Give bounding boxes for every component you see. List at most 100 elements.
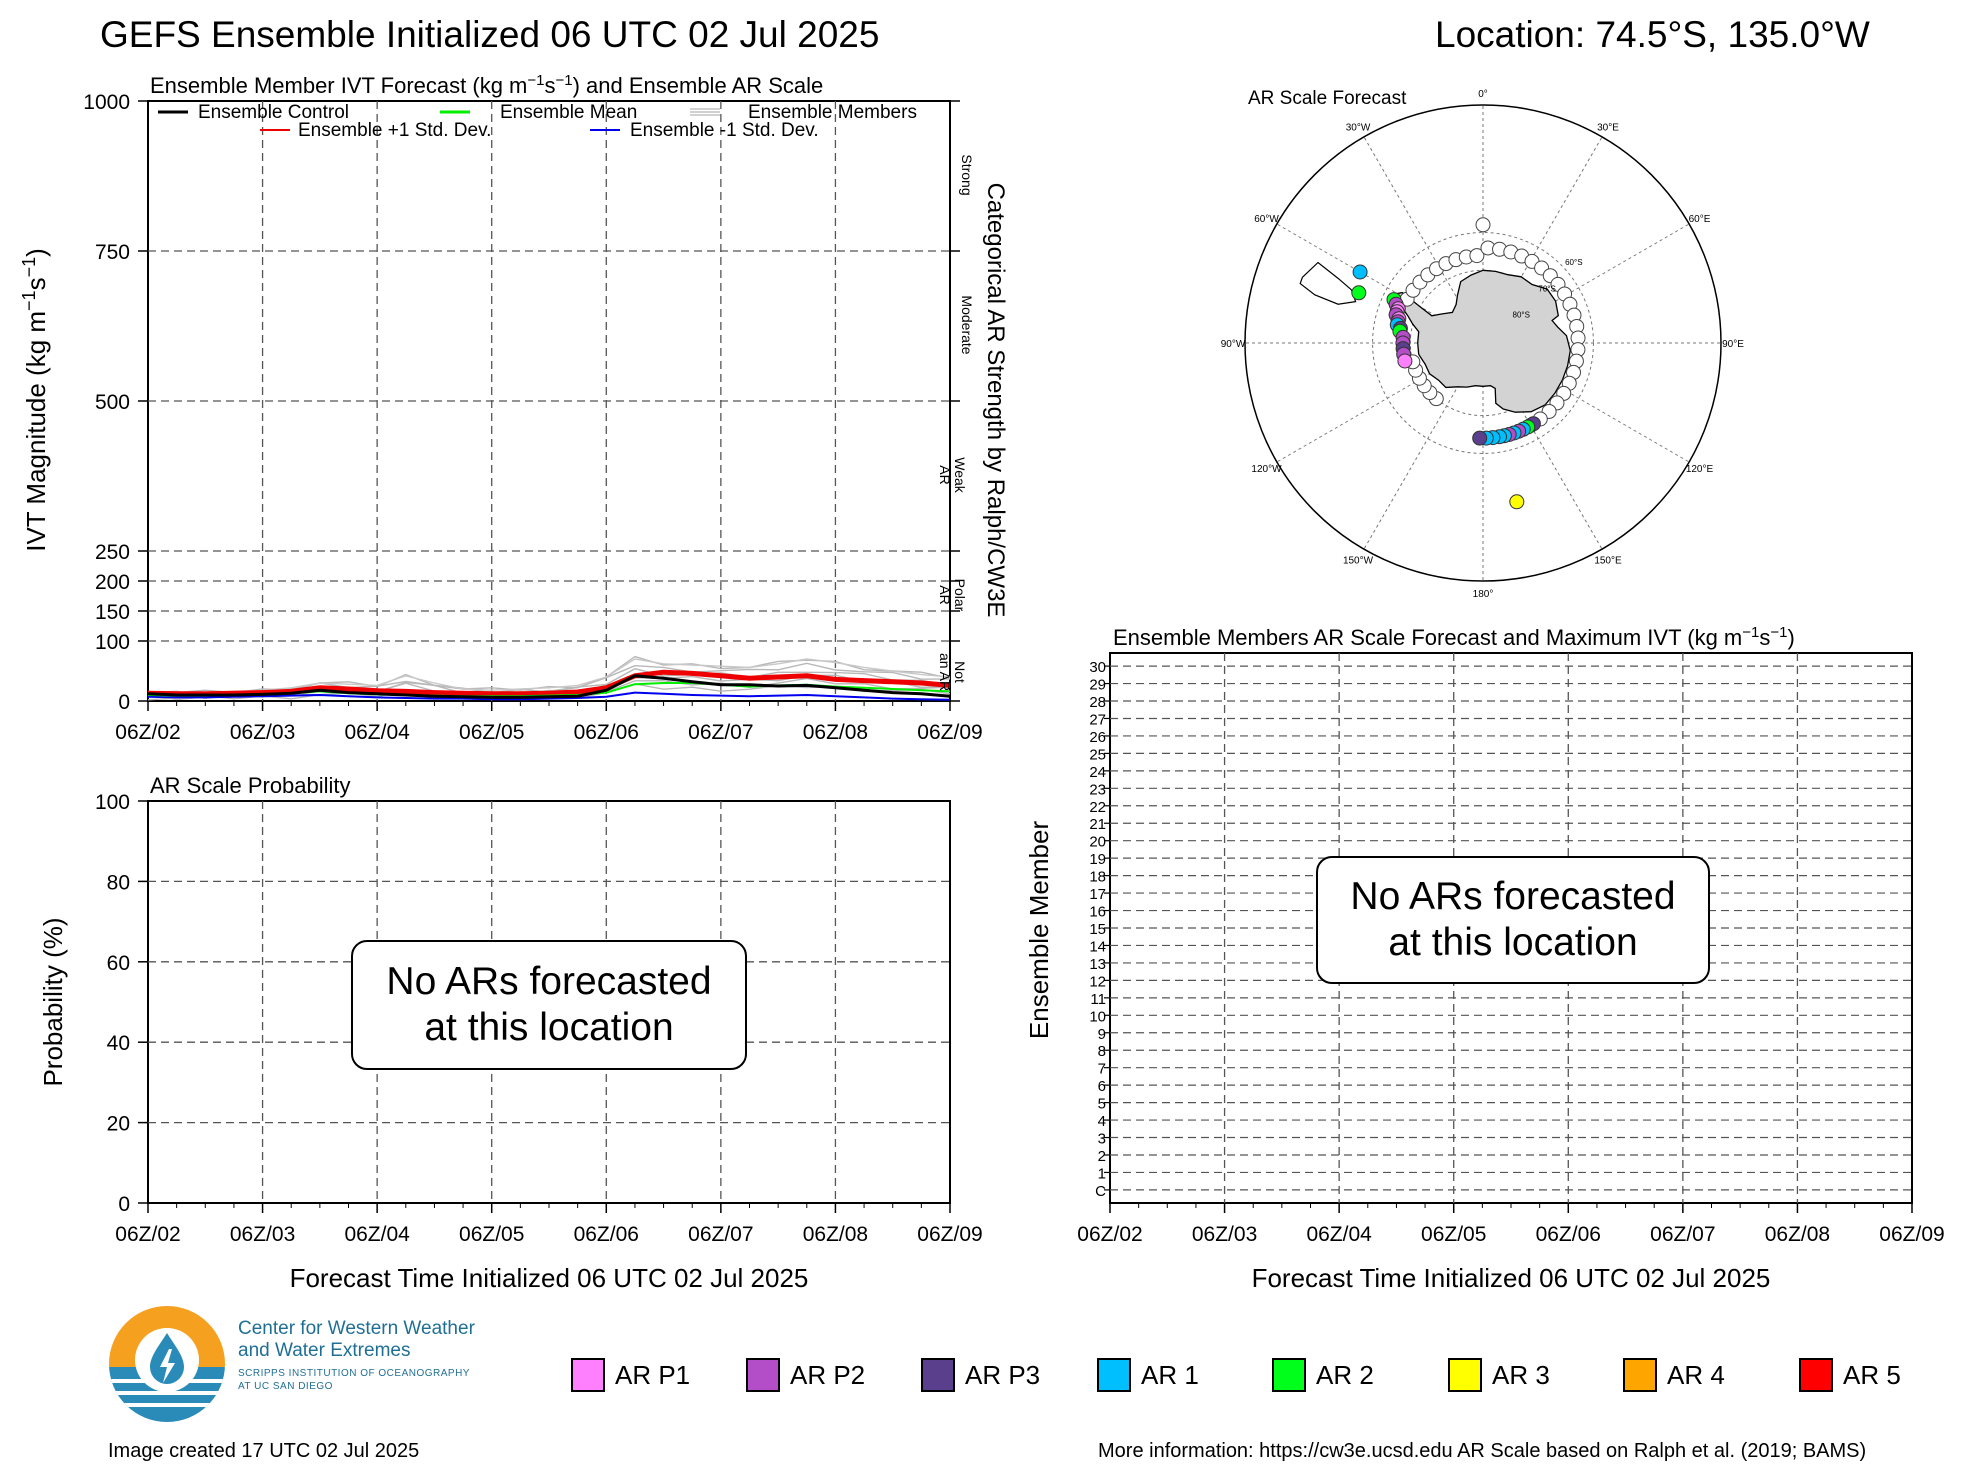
legend-label: AR P1 bbox=[615, 1359, 691, 1390]
legend-item-ar-5: AR 5 bbox=[1799, 1358, 1901, 1392]
members-ytick-label: 30 bbox=[1089, 659, 1106, 676]
logo-line4: AT UC SAN DIEGO bbox=[238, 1381, 333, 1392]
ivt-legend-mean-label: Ensemble Mean bbox=[500, 102, 637, 123]
members-ytick-label: 17 bbox=[1089, 886, 1106, 903]
map-meridian bbox=[1276, 342, 1484, 463]
ivt-category-label: Notan AR bbox=[937, 653, 968, 691]
ivt-ytick-label: 0 bbox=[118, 691, 130, 714]
members-ytick-label: 3 bbox=[1098, 1131, 1106, 1148]
ivt-series-ensemble-control bbox=[147, 674, 951, 699]
members-ytick-label: 23 bbox=[1089, 781, 1106, 798]
legend-swatch bbox=[1272, 1358, 1306, 1392]
ivt-xtick-label: 06Z/02 bbox=[115, 721, 180, 744]
location-title: Location: 74.5°S, 135.0°W bbox=[1435, 14, 1870, 55]
ivt-category-label: WeakAR bbox=[937, 457, 968, 494]
members-ytick-label: 24 bbox=[1089, 764, 1106, 781]
prob-ytick-label: 20 bbox=[107, 1113, 130, 1136]
members-ytick-label: 26 bbox=[1089, 729, 1106, 746]
ivt-right-axis-label: Categorical AR Strength by Ralph/CW3E bbox=[982, 183, 1009, 618]
antarctica-landmass bbox=[1396, 269, 1571, 413]
prob-xtick-label: 06Z/07 bbox=[688, 1223, 753, 1246]
cw3e-logo bbox=[108, 1305, 226, 1423]
members-no-ar-message: No ARs forecasted at this location bbox=[1316, 856, 1710, 984]
prob-xtick-label: 06Z/05 bbox=[459, 1223, 524, 1246]
prob-ytick-label: 40 bbox=[107, 1032, 130, 1055]
ivt-xtick-label: 06Z/09 bbox=[917, 721, 982, 744]
map-lat-label: 60°S bbox=[1565, 258, 1582, 267]
members-ytick-label: 1 bbox=[1098, 1165, 1106, 1182]
legend-item-ar-p3: AR P3 bbox=[921, 1358, 1040, 1392]
logo-line1: Center for Western Weather bbox=[238, 1318, 475, 1339]
members-ytick-label: 5 bbox=[1098, 1096, 1106, 1113]
prob-xlabel: Forecast Time Initialized 06 UTC 02 Jul … bbox=[290, 1263, 809, 1293]
south-america-coast bbox=[1299, 261, 1357, 305]
ivt-series-ensemble-1-std-dev- bbox=[147, 691, 951, 701]
prob-xtick-label: 06Z/09 bbox=[917, 1223, 982, 1246]
ivt-category-label: Moderate bbox=[959, 295, 975, 354]
members-ytick-label: 28 bbox=[1089, 694, 1106, 711]
map-lon-label: 60°E bbox=[1689, 214, 1711, 225]
prob-xtick-label: 06Z/04 bbox=[344, 1223, 410, 1246]
ivt-legend-plus-label: Ensemble +1 Std. Dev. bbox=[298, 120, 491, 141]
legend-label: AR P2 bbox=[790, 1359, 866, 1390]
members-chart: C123456789101112131415161718192021222324… bbox=[1024, 624, 1945, 1294]
ivt-ytick-label: 100 bbox=[95, 631, 130, 654]
ivt-category-label: Strong bbox=[959, 154, 975, 195]
ivt-ytick-label: 1000 bbox=[83, 91, 130, 114]
map-lat-label: 70°S bbox=[1538, 285, 1555, 294]
ivt-chart-title: Ensemble Member IVT Forecast (kg m−1s−1)… bbox=[150, 72, 823, 99]
members-ytick-label: 14 bbox=[1089, 938, 1106, 955]
members-ytick-label: 27 bbox=[1089, 711, 1106, 728]
map-meridian bbox=[1482, 223, 1690, 344]
prob-xtick-label: 06Z/02 bbox=[115, 1223, 180, 1246]
map-title: AR Scale Forecast bbox=[1248, 88, 1407, 109]
legend-label: AR 5 bbox=[1843, 1359, 1901, 1390]
map-lat-label: 80°S bbox=[1513, 310, 1530, 319]
ivt-series-ensemble-1-std-dev- bbox=[147, 669, 951, 697]
prob-xtick-label: 06Z/08 bbox=[803, 1223, 868, 1246]
members-ytick-label: 21 bbox=[1089, 816, 1106, 833]
members-ytick-label: 6 bbox=[1098, 1078, 1106, 1095]
probability-no-ar-message: No ARs forecasted at this location bbox=[351, 940, 747, 1070]
legend-label: AR 2 bbox=[1316, 1359, 1374, 1390]
members-xtick-label: 06Z/06 bbox=[1536, 1223, 1601, 1246]
prob-ylabel: Probability (%) bbox=[38, 917, 68, 1086]
prob-ytick-label: 60 bbox=[107, 952, 130, 975]
members-message-line1: No ARs forecasted bbox=[1350, 875, 1676, 918]
legend-swatch bbox=[1448, 1358, 1482, 1392]
map-point-ar-3 bbox=[1509, 494, 1525, 510]
map-lon-label: 150°E bbox=[1594, 556, 1622, 567]
map-meridian bbox=[1482, 342, 1690, 463]
ivt-chart: 06Z/02 06Z/03 06Z/04 06Z/05 06Z/06 06Z/07 06Z/… bbox=[19, 72, 1009, 745]
prob-ytick-label: 80 bbox=[107, 871, 130, 894]
members-xlabel: Forecast Time Initialized 06 UTC 02 Jul … bbox=[1252, 1263, 1771, 1293]
probability-message-line1: No ARs forecasted bbox=[386, 960, 712, 1003]
members-ytick-label: 29 bbox=[1089, 677, 1106, 694]
members-message-line2: at this location bbox=[1388, 921, 1638, 964]
map-lon-label: 90°W bbox=[1221, 339, 1246, 350]
logo-line3: SCRIPPS INSTITUTION OF OCEANOGRAPHY bbox=[238, 1368, 470, 1379]
ivt-xtick-label: 06Z/03 bbox=[230, 721, 295, 744]
members-xtick-label: 06Z/02 bbox=[1077, 1223, 1142, 1246]
more-info-text: More information: https://cw3e.ucsd.edu … bbox=[1098, 1440, 1867, 1462]
ivt-xtick-label: 06Z/05 bbox=[459, 721, 524, 744]
ivt-ytick-label: 200 bbox=[95, 571, 130, 594]
map-lon-label: 60°W bbox=[1254, 214, 1279, 225]
ivt-xtick-label: 06Z/04 bbox=[344, 721, 410, 744]
members-ytick-label: 22 bbox=[1089, 799, 1106, 816]
ivt-legend-members-label: Ensemble Members bbox=[748, 102, 917, 123]
map-lon-label: 150°W bbox=[1343, 556, 1374, 567]
members-ytick-label: 15 bbox=[1089, 921, 1106, 938]
members-ytick-label: 7 bbox=[1098, 1061, 1106, 1078]
map-lon-label: 30°W bbox=[1346, 122, 1371, 133]
members-ytick-label: 8 bbox=[1098, 1043, 1106, 1060]
ivt-category-label: PolarAR bbox=[937, 579, 968, 612]
map-lon-label: 180° bbox=[1473, 589, 1494, 600]
map-point-ar-p3 bbox=[1472, 430, 1488, 446]
legend-label: AR P3 bbox=[965, 1359, 1041, 1390]
map-lon-label: 120°W bbox=[1251, 464, 1282, 475]
ivt-xtick-label: 06Z/06 bbox=[574, 721, 639, 744]
members-ytick-label: 10 bbox=[1089, 1008, 1106, 1025]
cw3e-logo-mark bbox=[109, 1306, 225, 1422]
members-ytick-label: 9 bbox=[1098, 1026, 1106, 1043]
